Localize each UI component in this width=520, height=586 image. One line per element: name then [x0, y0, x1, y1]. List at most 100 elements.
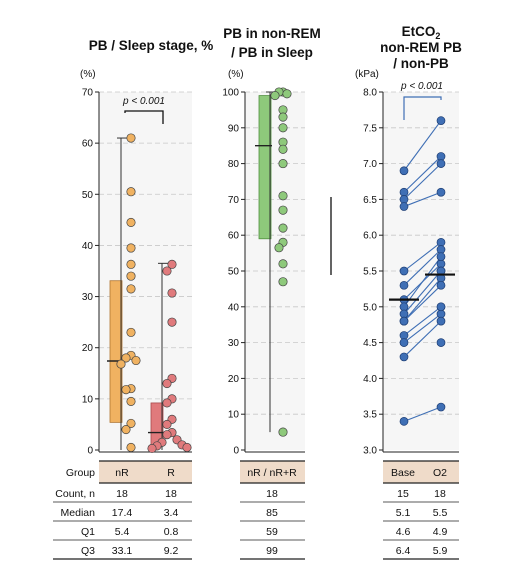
table1-count-nR: 18 — [116, 488, 128, 500]
pair-line — [403, 277, 442, 322]
table3-q1-base: 4.6 — [396, 526, 411, 538]
panel3-p-value: p < 0.001 — [400, 81, 443, 92]
o2-point — [436, 187, 446, 197]
data-point — [278, 159, 288, 169]
data-point — [162, 266, 172, 276]
table1-median-nR: 17.4 — [112, 507, 133, 519]
y-tick-label: 10 — [82, 394, 94, 405]
data-point — [278, 112, 288, 122]
panel3-title-line2: non-REM PB — [380, 40, 462, 55]
panel1-y-ticks: 0 10 20 30 40 50 60 70 — [82, 88, 99, 457]
table2-count: 18 — [266, 488, 278, 500]
table1-q3-nR: 33.1 — [112, 545, 133, 557]
panel3-bracket — [403, 96, 442, 120]
y-tick-label: 80 — [228, 159, 240, 170]
panel2-title-line1: PB in non-REM — [223, 26, 321, 41]
data-point — [126, 243, 136, 253]
o2-point — [436, 238, 446, 247]
base-point — [399, 352, 409, 362]
table-rules — [53, 460, 459, 560]
y-tick-label: 8.0 — [363, 88, 377, 99]
data-point — [282, 89, 292, 99]
table-row-label-q3: Q3 — [81, 545, 95, 557]
data-point — [167, 317, 177, 327]
data-point — [126, 217, 136, 227]
points-nR — [116, 133, 141, 452]
table2-header-bg — [240, 461, 305, 483]
panel3-title-etco: EtCO — [402, 24, 436, 39]
panel3-title-line3: / non-PB — [393, 56, 449, 71]
y-tick-label: 6.5 — [363, 195, 377, 206]
o2-point — [436, 302, 446, 312]
base-point — [399, 280, 409, 290]
panel2-unit: (%) — [228, 69, 244, 80]
panel3-title-line1: EtCO2 — [402, 24, 441, 41]
data-point — [182, 442, 192, 452]
data-point — [278, 259, 288, 269]
o2-point — [436, 252, 446, 262]
o2-point — [436, 245, 446, 254]
y-tick-label: 6.0 — [363, 231, 377, 242]
data-point — [278, 223, 288, 233]
table3-median-base: 5.1 — [396, 507, 411, 519]
pair-line — [403, 191, 442, 208]
base-point — [399, 338, 409, 347]
data-point — [126, 271, 136, 281]
panel1-unit: (%) — [80, 69, 96, 80]
pair-line — [403, 313, 442, 344]
table-row-label-q1: Q1 — [81, 526, 95, 538]
box-nR-ratio-iqr — [258, 95, 272, 240]
pair-line — [403, 256, 442, 308]
pair-line — [403, 320, 442, 358]
data-point — [167, 259, 177, 269]
data-point — [270, 91, 280, 101]
table2-header: nR / nR+R — [247, 467, 297, 479]
o2-point — [436, 309, 446, 319]
points-nR-ratio — [270, 87, 292, 437]
table3-header-base: Base — [391, 467, 415, 479]
o2-point — [436, 338, 446, 347]
panel-pb-sleep-stage: PB / Sleep stage, % (%) 010203040506070 … — [80, 38, 213, 457]
table3-q3-base: 6.4 — [396, 545, 411, 557]
pair-line — [403, 163, 442, 200]
table3-count-o2: 18 — [434, 488, 446, 500]
table2-q1: 59 — [266, 526, 278, 538]
data-point — [167, 288, 177, 298]
data-point — [126, 284, 136, 294]
data-point — [274, 243, 284, 253]
table3-q3-o2: 5.9 — [433, 545, 448, 557]
y-tick-label: 30 — [82, 292, 94, 303]
y-tick-label: 40 — [82, 241, 94, 252]
table3-header-bg — [383, 461, 459, 483]
data-point — [278, 427, 288, 437]
y-tick-label: 90 — [228, 123, 240, 134]
data-point — [162, 398, 172, 408]
points-R — [147, 259, 192, 454]
data-point — [162, 419, 172, 429]
y-tick-label: 70 — [82, 88, 94, 99]
o2-point — [436, 259, 446, 269]
pair-line — [403, 241, 442, 272]
panel3-y-ticks: 3.0 3.5 4.0 4.5 5.0 5.5 6.0 6.5 7.0 7.5 8.0 — [363, 88, 383, 457]
data-point — [121, 424, 131, 435]
panel2-title-line2: / PB in Sleep — [231, 45, 313, 60]
paired-lines — [403, 120, 442, 422]
y-tick-label: 0 — [87, 446, 93, 457]
panel1-title: PB / Sleep stage, % — [89, 38, 214, 53]
y-tick-label: 4.5 — [363, 338, 377, 349]
base-point — [399, 316, 409, 326]
o2-point — [436, 402, 446, 412]
o2-point — [436, 152, 446, 161]
data-point — [131, 355, 141, 366]
y-tick-label: 7.0 — [363, 159, 377, 170]
table-row-label-group: Group — [66, 467, 95, 479]
y-tick-label: 4.0 — [363, 374, 377, 385]
y-tick-label: 20 — [82, 343, 94, 354]
panel-etco2: EtCO2 non-REM PB / non-PB (kPa) 3.0 3.5 4.… — [355, 24, 462, 457]
pair-line — [403, 120, 442, 172]
panel1-p-value: p < 0.001 — [122, 96, 165, 107]
table-row-label-median: Median — [61, 507, 96, 519]
pair-line — [403, 249, 442, 286]
table-row-label-count: Count, n — [55, 488, 95, 500]
y-tick-label: 60 — [82, 139, 94, 150]
